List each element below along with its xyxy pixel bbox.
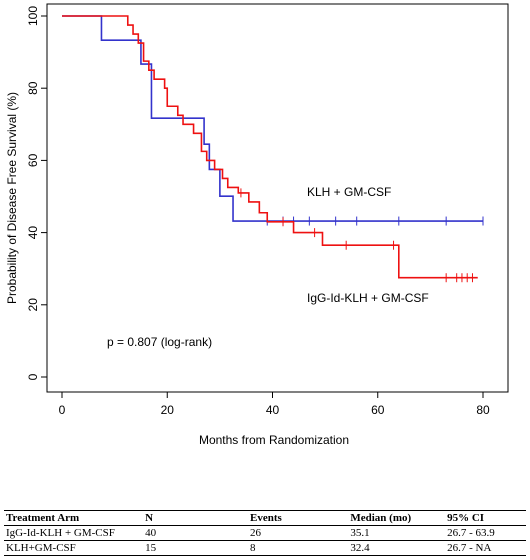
cell-median: 35.1 — [348, 525, 446, 541]
header-median: Median (mo) — [348, 510, 446, 526]
table-header-row: Treatment Arm N Events Median (mo) 95% C… — [4, 510, 526, 526]
header-ci: 95% CI — [445, 510, 526, 526]
klh-series-label: KLH + GM-CSF — [307, 185, 391, 199]
x-tick-label: 40 — [266, 403, 280, 417]
y-tick-label: 20 — [26, 298, 40, 312]
y-tick-label: 40 — [26, 226, 40, 240]
cell-n: 40 — [143, 525, 249, 541]
cell-treatment-arm: IgG-Id-KLH + GM-CSF — [4, 525, 144, 541]
cell-median: 32.4 — [348, 540, 446, 556]
cell-treatment-arm: KLH+GM-CSF — [4, 540, 144, 556]
cell-ci: 26.7 - 63.9 — [445, 525, 526, 541]
summary-table: Treatment Arm N Events Median (mo) 95% C… — [4, 510, 526, 556]
survival-curve — [62, 15, 478, 279]
x-tick-label: 60 — [371, 403, 385, 417]
y-tick-label: 60 — [26, 153, 40, 167]
table-row: KLH+GM-CSF 15 8 32.4 26.7 - NA — [4, 540, 526, 556]
series-layer — [62, 15, 484, 283]
x-axis: 0 20 40 60 80 — [59, 391, 490, 417]
cell-events: 26 — [248, 525, 349, 541]
cell-ci: 26.7 - NA — [445, 540, 526, 556]
plot-frame — [46, 3, 509, 393]
x-tick-label: 0 — [59, 403, 66, 417]
x-tick-label: 20 — [161, 403, 175, 417]
igg-series-label: IgG-Id-KLH + GM-CSF — [307, 291, 429, 305]
p-value-annotation: p = 0.807 (log-rank) — [107, 335, 212, 349]
x-axis-label: Months from Randomization — [199, 433, 349, 447]
x-tick-label: 80 — [476, 403, 490, 417]
y-axis-label: Probability of Disease Free Survival (%) — [5, 92, 19, 304]
y-tick-label: 80 — [26, 81, 40, 95]
cell-events: 8 — [248, 540, 349, 556]
header-n: N — [143, 510, 249, 526]
table-row: IgG-Id-KLH + GM-CSF 40 26 35.1 26.7 - 63… — [4, 525, 526, 541]
survival-curve — [62, 15, 483, 222]
y-tick-label: 0 — [26, 373, 40, 380]
header-events: Events — [248, 510, 349, 526]
cell-n: 15 — [143, 540, 249, 556]
survival-chart: 0 20 40 60 80 100 0 20 40 60 80 Probability of Di… — [5, 3, 509, 447]
header-treatment-arm: Treatment Arm — [4, 510, 144, 526]
y-axis: 0 20 40 60 80 100 — [26, 6, 48, 380]
y-tick-label: 100 — [26, 6, 40, 26]
